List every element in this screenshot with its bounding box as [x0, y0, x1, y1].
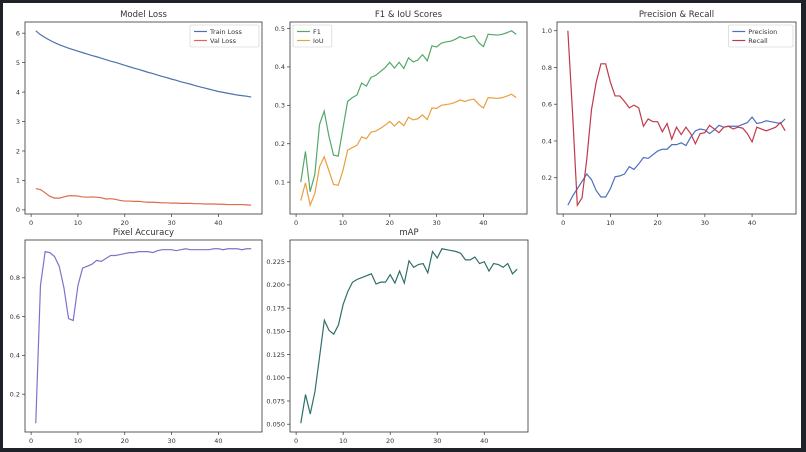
legend-label: Val Loss — [210, 37, 237, 45]
series-line-f1 — [300, 30, 517, 192]
figure: Model Loss 0 10 20 30 40 0 1 2 3 4 5 6 Train Loss Val … — [3, 3, 801, 448]
y-tick-label: 0.1 — [275, 178, 285, 186]
axes-frame — [289, 21, 528, 215]
x-tick-label: 0 — [561, 219, 565, 227]
legend-label: Precision — [748, 28, 777, 36]
x-tick-label: 0 — [29, 219, 33, 227]
legend-label: Train Loss — [209, 28, 243, 36]
x-tick-label: 20 — [386, 437, 394, 445]
chart-title: F1 & IoU Scores — [375, 10, 443, 20]
y-tick-label: 0.200 — [266, 281, 285, 289]
x-tick-label: 40 — [480, 437, 488, 445]
y-tick-label: 0.225 — [266, 258, 285, 266]
x-tick-label: 20 — [653, 219, 661, 227]
y-tick-label: 0.4 — [10, 352, 20, 360]
y-tick-label: 0.075 — [266, 397, 285, 405]
y-tick-label: 1 — [16, 177, 20, 185]
x-tick-label: 30 — [432, 219, 440, 227]
x-tick-label: 10 — [74, 437, 82, 445]
subplot-1: Model Loss 0 10 20 30 40 0 1 2 3 4 5 6 Train LossVal … — [16, 10, 263, 227]
series-line-line — [300, 248, 518, 424]
y-tick-label: 2 — [16, 147, 20, 155]
y-tick-label: 0.2 — [542, 174, 552, 182]
chart-title: Pixel Accuracy — [113, 228, 174, 238]
legend-box — [292, 24, 333, 48]
axes-frame — [24, 239, 263, 433]
series-line-recall — [567, 30, 786, 208]
series-line-precision — [567, 116, 786, 206]
x-tick-label: 0 — [29, 437, 33, 445]
y-tick-label: 0.2 — [275, 140, 285, 148]
x-tick-label: 10 — [606, 219, 614, 227]
chart-title: mAP — [399, 228, 418, 238]
subplot-5: mAP 0 10 20 30 40 0.050 0.075 0.100 0.125 0.150 0.1… — [266, 228, 529, 445]
y-tick-label: 0.050 — [266, 421, 285, 429]
y-tick-label: 0.5 — [275, 25, 285, 33]
y-tick-label: 0.6 — [10, 313, 20, 321]
subplot-2: F1 & IoU Scores 0 10 20 30 40 0.1 0.2 0.3 0.4 0.5 F… — [275, 10, 528, 227]
axes-frame — [289, 239, 529, 433]
chart-title: Model Loss — [120, 10, 167, 20]
x-tick-label: 0 — [294, 219, 298, 227]
series-line-iou — [300, 93, 517, 208]
y-tick-label: 0.125 — [266, 351, 285, 359]
series-line-train-loss — [35, 30, 252, 98]
y-tick-label: 0.4 — [542, 137, 552, 145]
figure-canvas: Model Loss 0 10 20 30 40 0 1 2 3 4 5 6 Train LossVal … — [10, 10, 797, 445]
x-tick-label: 40 — [748, 219, 756, 227]
y-tick-label: 0.8 — [542, 64, 552, 72]
x-tick-label: 40 — [214, 219, 222, 227]
legend-box — [727, 24, 794, 48]
y-tick-label: 3 — [16, 118, 20, 126]
y-tick-label: 0.175 — [266, 304, 285, 312]
y-tick-label: 1.0 — [542, 27, 552, 35]
subplot-3: Precision & Recall 0 10 20 30 40 0.2 0.4 0.6 0.8 1… — [542, 10, 797, 227]
legend-label: Recall — [748, 37, 768, 45]
axes-frame — [556, 21, 797, 215]
x-tick-label: 30 — [701, 219, 709, 227]
x-tick-label: 30 — [167, 219, 175, 227]
y-tick-label: 0.8 — [10, 274, 20, 282]
subplot-4: Pixel Accuracy 0 10 20 30 40 0.2 0.4 0.6 0.8 — [10, 228, 263, 445]
chart-title: Precision & Recall — [639, 10, 714, 20]
x-tick-label: 30 — [167, 437, 175, 445]
y-tick-label: 0 — [16, 206, 20, 214]
series-line-line — [35, 248, 252, 424]
x-tick-label: 20 — [121, 437, 129, 445]
x-tick-label: 20 — [121, 219, 129, 227]
y-tick-label: 0.2 — [10, 390, 20, 398]
y-tick-label: 0.3 — [275, 102, 285, 110]
axes-frame — [24, 21, 263, 215]
x-tick-label: 40 — [479, 219, 487, 227]
x-tick-label: 20 — [386, 219, 394, 227]
x-tick-label: 10 — [339, 437, 347, 445]
x-tick-label: 0 — [294, 437, 298, 445]
y-tick-label: 0.150 — [266, 328, 285, 336]
x-tick-label: 10 — [74, 219, 82, 227]
y-tick-label: 6 — [16, 29, 20, 37]
x-tick-label: 30 — [433, 437, 441, 445]
legend-label: F1 — [313, 28, 321, 36]
y-tick-label: 0.4 — [275, 63, 285, 71]
y-tick-label: 5 — [16, 59, 20, 67]
legend-box — [189, 24, 260, 48]
y-tick-label: 4 — [16, 88, 20, 96]
series-line-val-loss — [35, 188, 252, 206]
legend-label: IoU — [313, 37, 324, 45]
x-tick-label: 40 — [214, 437, 222, 445]
y-tick-label: 0.6 — [542, 101, 552, 109]
x-tick-label: 10 — [339, 219, 347, 227]
y-tick-label: 0.100 — [266, 374, 285, 382]
